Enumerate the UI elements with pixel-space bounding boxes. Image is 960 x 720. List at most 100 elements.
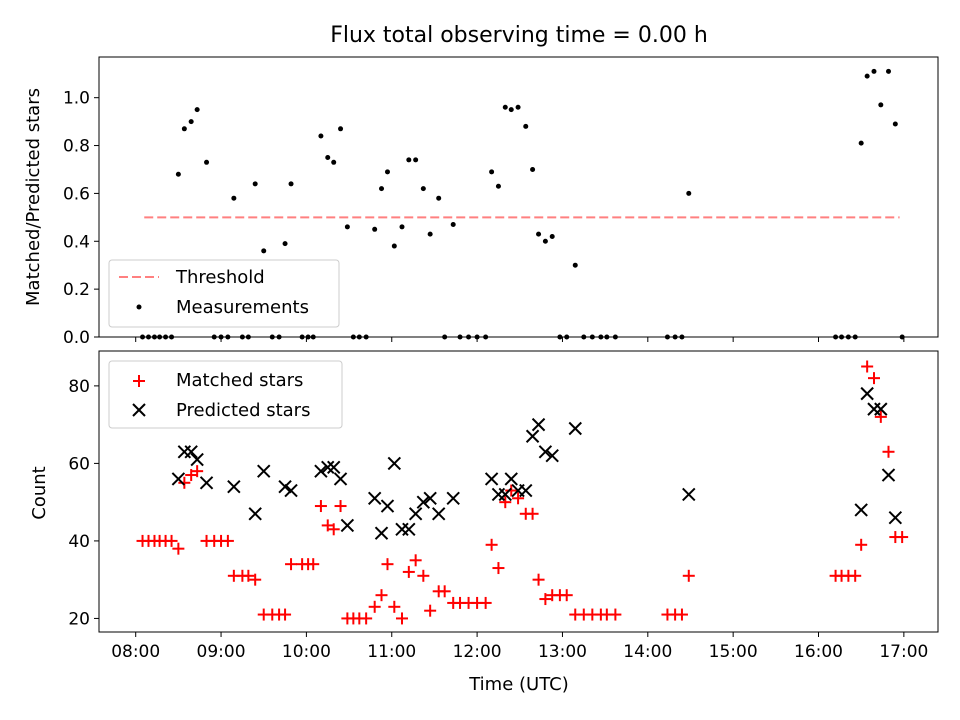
measurement-point: [515, 104, 521, 110]
measurement-point: [305, 334, 311, 340]
predicted-star-point: [248, 507, 262, 521]
matched-star-point: [682, 569, 695, 582]
predicted-star-point: [416, 495, 431, 509]
matched-star-point: [424, 604, 437, 617]
top-legend-frame: [108, 259, 340, 328]
measurement-point: [852, 334, 858, 340]
legend-predicted-label: Predicted stars: [176, 400, 310, 421]
predicted-star-point: [402, 522, 416, 536]
top-axes-frame: [98, 56, 939, 338]
matched-star-point: [334, 500, 347, 513]
predicted-star-point: [854, 503, 868, 517]
predicted-star-point: [860, 386, 874, 401]
measurement-point: [282, 241, 288, 247]
bottom-y-tick-label: 40: [68, 532, 90, 552]
matched-star-point: [499, 496, 512, 509]
matched-star-point: [375, 589, 388, 602]
matched-star-points: [136, 360, 909, 625]
measurement-point: [310, 334, 316, 340]
top-y-tick-label: 0.4: [63, 232, 90, 252]
measurement-point: [864, 73, 870, 79]
matched-star-point: [191, 465, 204, 478]
predicted-star-point: [504, 472, 518, 486]
bottom-x-tick-label: 14:00: [623, 642, 672, 662]
measurement-point: [157, 334, 163, 340]
predicted-star-point: [321, 460, 335, 474]
bottom-x-tick-label: 12:00: [453, 642, 502, 662]
measurement-point: [194, 107, 200, 113]
chart-title: Flux total observing time = 0.00 h: [330, 23, 708, 48]
measurement-point: [318, 133, 324, 139]
top-y-tick-label: 0.2: [63, 280, 90, 300]
measurement-point: [420, 186, 426, 192]
matched-star-point: [479, 596, 492, 609]
predicted-star-point: [545, 448, 559, 463]
measurement-point: [325, 155, 331, 161]
measurement-point: [331, 159, 337, 165]
matched-star-point: [368, 600, 381, 613]
measurement-point: [140, 334, 146, 340]
bottom-y-tick-label: 60: [68, 454, 90, 474]
measurement-point: [483, 334, 489, 340]
matched-star-point: [539, 593, 552, 606]
matched-star-point: [512, 492, 525, 505]
bottom-x-tick-label: 13:00: [538, 642, 587, 662]
matched-star-point: [279, 608, 292, 621]
measurement-point: [557, 334, 563, 340]
matched-star-point: [307, 558, 320, 571]
matched-star-point: [249, 573, 262, 586]
measurement-point: [363, 334, 369, 340]
measurement-point: [218, 334, 224, 340]
measurement-point: [581, 334, 587, 340]
predicted-star-point: [568, 421, 582, 436]
bottom-x-tick-label: 17:00: [879, 642, 928, 662]
measurement-point: [169, 334, 175, 340]
matched-star-point: [388, 600, 401, 613]
matched-star-point: [409, 554, 422, 567]
measurement-point: [288, 181, 294, 187]
measurement-point: [269, 334, 275, 340]
measurement-point: [664, 334, 670, 340]
measurement-point: [245, 334, 251, 340]
predicted-star-point: [367, 491, 382, 505]
measurement-point: [474, 334, 480, 340]
predicted-star-point: [525, 429, 540, 443]
measurement-point: [151, 334, 157, 340]
measurement-point: [833, 334, 839, 340]
bottom-x-tick-label: 09:00: [197, 642, 246, 662]
legend-measurements-swatch: [136, 304, 142, 310]
measurement-point: [885, 68, 891, 74]
top-legend: Threshold Measurements: [108, 259, 340, 328]
measurement-point: [858, 140, 864, 146]
measurement-point: [502, 104, 508, 110]
measurement-point: [211, 334, 217, 340]
measurement-point: [372, 226, 378, 232]
top-y-tick-label: 0.6: [63, 184, 90, 204]
legend-matched-label: Matched stars: [176, 370, 303, 391]
predicted-star-point: [531, 417, 546, 432]
measurement-point: [530, 166, 536, 172]
matched-star-point: [505, 484, 518, 497]
bottom-x-tick-label: 10:00: [282, 642, 331, 662]
measurement-point: [188, 119, 194, 125]
x-axis-label: Time (UTC): [468, 674, 569, 695]
matched-star-point: [314, 500, 327, 513]
measurement-point: [672, 334, 678, 340]
measurement-point: [252, 181, 258, 187]
bottom-x-tick-label: 08:00: [111, 642, 160, 662]
predicted-star-point: [874, 402, 888, 416]
measurement-point: [604, 334, 610, 340]
measurement-point: [344, 224, 350, 230]
measurement-point: [175, 171, 181, 177]
measurement-point: [442, 334, 448, 340]
matched-star-point: [285, 558, 298, 571]
measurement-point: [231, 195, 237, 201]
measurement-point: [338, 126, 344, 132]
matched-star-point: [178, 476, 191, 489]
legend-measurements-label: Measurements: [176, 297, 309, 318]
bottom-legend: Matched stars Predicted stars: [108, 360, 343, 429]
predicted-star-point: [278, 479, 292, 494]
matched-star-point: [242, 569, 255, 582]
